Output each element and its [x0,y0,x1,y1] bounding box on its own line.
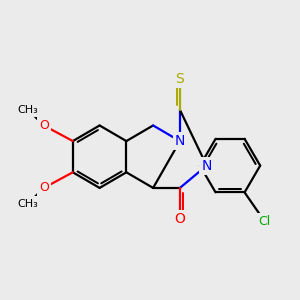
Text: N: N [202,159,212,172]
Text: O: O [175,212,185,226]
Text: N: N [175,134,185,148]
Text: O: O [39,182,49,194]
Text: Cl: Cl [259,215,271,228]
Text: CH₃: CH₃ [18,199,39,208]
Text: O: O [39,119,49,132]
Text: S: S [176,72,184,86]
Text: CH₃: CH₃ [18,105,39,115]
